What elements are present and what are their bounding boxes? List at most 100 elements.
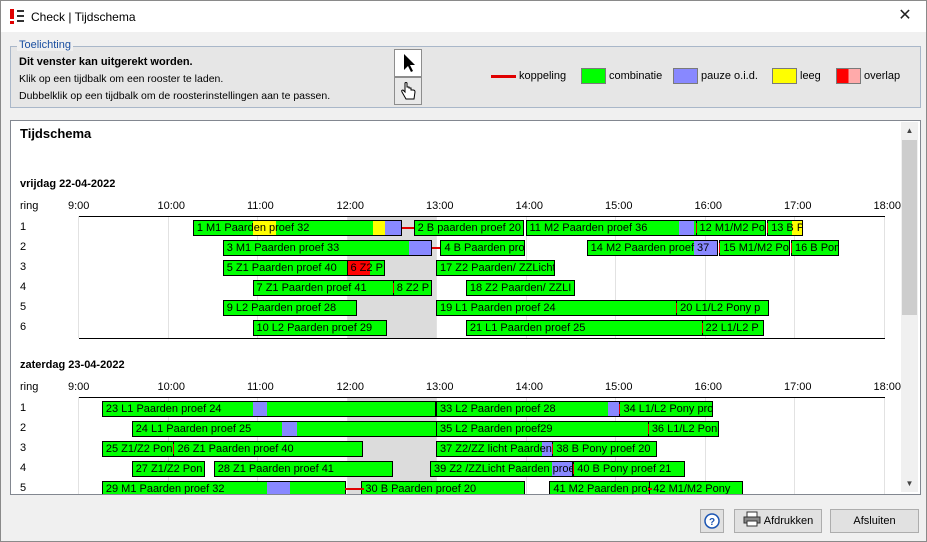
timetable-bar[interactable]: 14 M2 Paarden proef 37 bbox=[586, 240, 718, 256]
vertical-scrollbar[interactable]: ▲ ▼ bbox=[901, 122, 918, 492]
timetable-bar-label: 30 B Paarden proef 20 bbox=[365, 483, 477, 495]
explanation-line-3: Dubbelklik op een tijdbalk om de rooster… bbox=[19, 90, 331, 102]
timetable-bar[interactable]: 40 B Pony proef 21 bbox=[573, 461, 686, 477]
timetable-bar[interactable]: 20 L1/L2 Pony p bbox=[676, 300, 769, 316]
bar-segment-pauze bbox=[267, 482, 290, 494]
day-label: vrijdag 22-04-2022 bbox=[20, 178, 116, 190]
timetable-bar[interactable]: 25 Z1/Z2 Pon bbox=[101, 441, 175, 457]
legend-swatch-koppeling bbox=[491, 75, 516, 78]
svg-text:?: ? bbox=[709, 517, 715, 528]
hour-label: 11:00 bbox=[247, 200, 274, 212]
timetable-bar-label: 40 B Pony proef 21 bbox=[577, 463, 672, 475]
timetable-bar[interactable]: 13 B Pon bbox=[767, 220, 803, 236]
timetable-bar-label: 10 L2 Paarden proef 29 bbox=[256, 322, 373, 334]
timetable-bar-label: 20 L1/L2 Pony p bbox=[680, 302, 761, 314]
schedule-pane[interactable]: Tijdschema vrijdag 22-04-2022 9:00 10:00 11… bbox=[10, 120, 921, 495]
timetable-bar[interactable]: 16 B Pon bbox=[791, 240, 839, 256]
time-axis bbox=[79, 216, 885, 217]
ring-number: 2 bbox=[20, 241, 27, 253]
schedule-content: Tijdschema vrijdag 22-04-2022 9:00 10:00 11… bbox=[11, 121, 901, 494]
timetable-bar[interactable]: 39 Z2 /ZZLicht Paarden proef bbox=[430, 461, 574, 477]
timetable-bar[interactable]: 38 B Pony proef 20 bbox=[552, 441, 657, 457]
timetable-bar[interactable]: 1 M1 Paarden proef 32 bbox=[192, 220, 402, 236]
hour-label: 18:00 bbox=[873, 381, 902, 393]
hour-label: 16:00 bbox=[694, 381, 723, 393]
timetable-bar-label: 41 M2 Paarden proef 36 bbox=[553, 483, 672, 495]
bar-segment-pauze bbox=[252, 402, 268, 416]
bar-segment-pauze bbox=[409, 241, 431, 255]
link-marker bbox=[619, 404, 621, 414]
scroll-down-icon[interactable]: ▼ bbox=[905, 479, 914, 488]
bar-segment-pauze bbox=[541, 442, 553, 456]
print-button[interactable]: Afdrukken bbox=[734, 509, 822, 533]
link-marker bbox=[676, 303, 678, 313]
timetable-bar-label: 11 M2 Paarden proef 36 bbox=[529, 222, 648, 234]
legend-label-overlap: overlap bbox=[864, 70, 901, 82]
hour-label: 13:00 bbox=[426, 381, 454, 393]
link-marker bbox=[791, 243, 793, 253]
legend-swatch-leeg bbox=[772, 68, 797, 84]
timetable-bar[interactable]: 23 L1 Paarden proef 24 bbox=[101, 401, 436, 417]
hand-tool-button[interactable] bbox=[394, 77, 422, 105]
link-line bbox=[401, 227, 414, 229]
pointer-tool-button[interactable] bbox=[394, 49, 422, 77]
timetable-bar[interactable]: 2 B paarden proef 20 bbox=[413, 220, 524, 236]
timetable-bar[interactable]: 34 L1/L2 Pony pro bbox=[619, 401, 714, 417]
ring-number: 5 bbox=[20, 301, 27, 313]
ring-number: 4 bbox=[20, 281, 27, 293]
time-axis-bottom bbox=[79, 338, 885, 339]
hour-label: 16:00 bbox=[694, 200, 723, 212]
timetable-bar[interactable]: 35 L2 Paarden proef29 bbox=[436, 421, 650, 437]
timetable-bar[interactable]: 12 M1/M2 Pon bbox=[695, 220, 766, 236]
timetable-bar[interactable]: 10 L2 Paarden proef 29 bbox=[252, 320, 387, 336]
timetable-bar[interactable]: 18 Z2 Paarden/ ZZLI bbox=[465, 280, 575, 296]
hour-label: 14:00 bbox=[515, 381, 544, 393]
timetable-bar[interactable]: 33 L2 Paarden proef 28 bbox=[436, 401, 621, 417]
timetable-bar[interactable]: 36 L1/L2 Pon bbox=[647, 421, 720, 437]
timetable-bar[interactable]: 19 L1 Paarden proef 24 bbox=[436, 300, 690, 316]
close-window-button[interactable]: ✕ bbox=[898, 7, 912, 24]
legend-label-combinatie: combinatie bbox=[609, 70, 663, 82]
timetable-bar[interactable]: 24 L1 Paarden proef 25 bbox=[131, 421, 447, 437]
break-band bbox=[346, 216, 436, 338]
timetable-bar[interactable]: 8 Z2 P bbox=[392, 280, 432, 296]
scrollbar-thumb[interactable] bbox=[902, 140, 917, 315]
legend-label-leeg: leeg bbox=[800, 70, 821, 82]
explanation-line-2: Klik op een tijdbalk om een rooster te l… bbox=[19, 73, 224, 85]
timetable-bar[interactable]: 27 Z1/Z2 Pon bbox=[131, 461, 205, 477]
timetable-bar[interactable]: 3 M1 Paarden proef 33 bbox=[222, 240, 432, 256]
timetable-bar[interactable]: 28 Z1 Paarden proef 41 bbox=[213, 461, 393, 477]
timetable-bar[interactable]: 7 Z1 Paarden proef 41 bbox=[252, 280, 395, 296]
link-marker bbox=[701, 323, 703, 333]
help-button[interactable]: ? bbox=[700, 509, 724, 533]
timetable-bar[interactable]: 4 B Paarden pro bbox=[440, 240, 526, 256]
timetable-bar[interactable]: 30 B Paarden proef 20 bbox=[361, 481, 526, 495]
timetable-bar[interactable]: 11 M2 Paarden proef 36 bbox=[525, 220, 703, 236]
scroll-up-icon[interactable]: ▲ bbox=[905, 126, 914, 135]
hour-label: 9:00 bbox=[68, 200, 90, 212]
timetable-bar[interactable]: 17 Z2 Paarden/ ZZLicht bbox=[436, 260, 556, 276]
ring-number: 1 bbox=[20, 221, 27, 233]
timetable-bar[interactable]: 6 Z2 P bbox=[346, 260, 386, 276]
timetable-bar[interactable]: 9 L2 Paarden proef 28 bbox=[222, 300, 357, 316]
timetable-bar[interactable]: 21 L1 Paarden proef 25 bbox=[465, 320, 736, 336]
timetable-bar-label: 2 B paarden proef 20 bbox=[417, 222, 521, 234]
legend-panel bbox=[10, 46, 921, 108]
timetable-bar[interactable]: 29 M1 Paarden proef 32 bbox=[101, 481, 347, 494]
timetable-bar[interactable]: 15 M1/M2 Pon bbox=[719, 240, 790, 256]
close-button[interactable]: Afsluiten bbox=[830, 509, 919, 533]
timetable-bar[interactable]: 42 M1/M2 Pony bbox=[649, 481, 744, 494]
bar-segment-leeg bbox=[792, 221, 802, 235]
timetable-bar[interactable]: 5 Z1 Paarden proef 40 bbox=[222, 260, 371, 276]
timetable-bar[interactable]: 26 Z1 Paarden proef 40 bbox=[173, 441, 363, 457]
timetable-bar[interactable]: 37 Z2/ZZ licht Paarden proef 4 bbox=[436, 441, 554, 457]
hour-gridline bbox=[704, 216, 706, 338]
timetable-bar-label: 6 Z2 P bbox=[350, 262, 383, 274]
ring-column-label: ring bbox=[20, 200, 39, 212]
timetable-bar[interactable]: 22 L1/L2 P bbox=[701, 320, 765, 336]
timetable-bar-label: 5 Z1 Paarden proef 40 bbox=[226, 262, 337, 274]
hour-gridline bbox=[883, 397, 885, 494]
link-marker bbox=[767, 223, 769, 233]
ring-number: 3 bbox=[20, 261, 27, 273]
timetable-bar-label: 7 Z1 Paarden proef 41 bbox=[256, 282, 367, 294]
